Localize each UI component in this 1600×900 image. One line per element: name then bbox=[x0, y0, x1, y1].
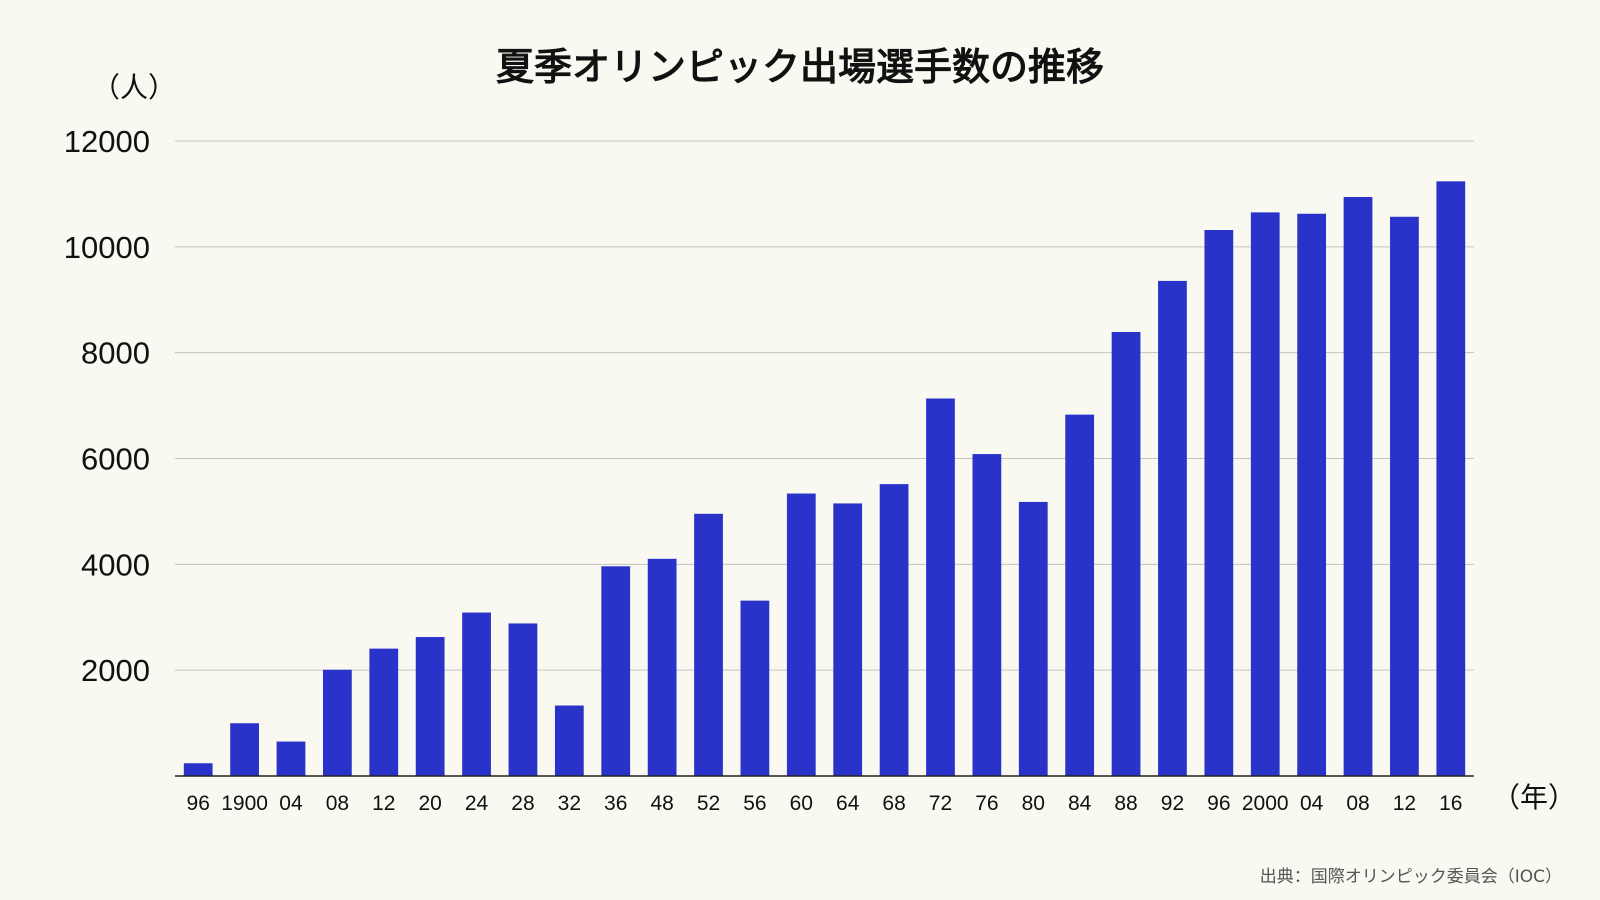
x-tick-label: 12 bbox=[1393, 792, 1416, 815]
bar bbox=[415, 637, 445, 776]
bar bbox=[601, 566, 631, 776]
x-tick-label: 32 bbox=[558, 792, 581, 815]
bar bbox=[276, 741, 306, 776]
x-tick-label: 04 bbox=[1300, 792, 1324, 815]
bar bbox=[1018, 501, 1048, 776]
bar bbox=[1297, 213, 1327, 776]
bar bbox=[1204, 230, 1234, 776]
bar bbox=[694, 513, 723, 776]
x-axis-unit: （年） bbox=[1492, 781, 1577, 814]
bar bbox=[322, 669, 352, 776]
bar bbox=[1158, 280, 1187, 776]
bar bbox=[740, 600, 770, 776]
x-tick-label: 96 bbox=[1207, 792, 1230, 815]
bar bbox=[554, 705, 584, 776]
x-tick-label: 84 bbox=[1068, 792, 1092, 815]
bar bbox=[1065, 414, 1095, 776]
bar bbox=[230, 723, 259, 776]
y-tick-label: 8000 bbox=[81, 336, 150, 371]
x-tick-label: 28 bbox=[511, 792, 534, 815]
x-tick-label: 92 bbox=[1161, 792, 1184, 815]
x-tick-label: 12 bbox=[372, 792, 395, 815]
bar bbox=[879, 484, 909, 776]
x-tick-label: 72 bbox=[929, 792, 952, 815]
bar bbox=[508, 623, 538, 776]
x-tick-label: 56 bbox=[743, 792, 766, 815]
bar bbox=[786, 493, 816, 776]
x-tick-label: 24 bbox=[465, 792, 489, 815]
bar bbox=[1436, 181, 1466, 776]
x-tick-label: 20 bbox=[418, 792, 441, 815]
y-tick-label: 4000 bbox=[81, 547, 150, 582]
bar bbox=[926, 398, 955, 776]
y-tick-label: 2000 bbox=[81, 653, 150, 688]
chart-title: 夏季オリンピック出場選手数の推移 bbox=[495, 45, 1104, 89]
bar bbox=[972, 454, 1002, 776]
x-tick-label: 2000 bbox=[1242, 792, 1289, 815]
y-tick-label: 10000 bbox=[64, 230, 150, 265]
bar bbox=[462, 612, 491, 776]
x-tick-label: 60 bbox=[790, 792, 813, 815]
bar bbox=[1111, 331, 1141, 776]
x-tick-label: 68 bbox=[882, 792, 905, 815]
x-tick-label: 04 bbox=[279, 792, 303, 815]
bar bbox=[1250, 212, 1280, 776]
bar bbox=[833, 503, 863, 776]
bar bbox=[1390, 216, 1419, 776]
y-tick-label: 12000 bbox=[64, 124, 150, 159]
x-tick-label: 48 bbox=[650, 792, 673, 815]
x-tick-label: 96 bbox=[187, 792, 210, 815]
x-tick-label: 80 bbox=[1022, 792, 1045, 815]
bar bbox=[1343, 196, 1373, 776]
x-tick-label: 64 bbox=[836, 792, 860, 815]
x-tick-label: 76 bbox=[975, 792, 998, 815]
bar bbox=[647, 558, 677, 776]
x-tick-label: 08 bbox=[1346, 792, 1369, 815]
bar bbox=[369, 648, 399, 776]
x-tick-label: 52 bbox=[697, 792, 720, 815]
x-tick-label: 16 bbox=[1439, 792, 1462, 815]
source-note: 出典：国際オリンピック委員会（IOC） bbox=[1259, 867, 1562, 887]
x-tick-label: 88 bbox=[1114, 792, 1137, 815]
x-tick-label: 1900 bbox=[221, 792, 268, 815]
y-axis-unit: （人） bbox=[92, 71, 177, 104]
y-tick-label: 6000 bbox=[81, 442, 150, 477]
x-tick-label: 08 bbox=[326, 792, 349, 815]
bar bbox=[183, 763, 213, 776]
x-tick-label: 36 bbox=[604, 792, 627, 815]
